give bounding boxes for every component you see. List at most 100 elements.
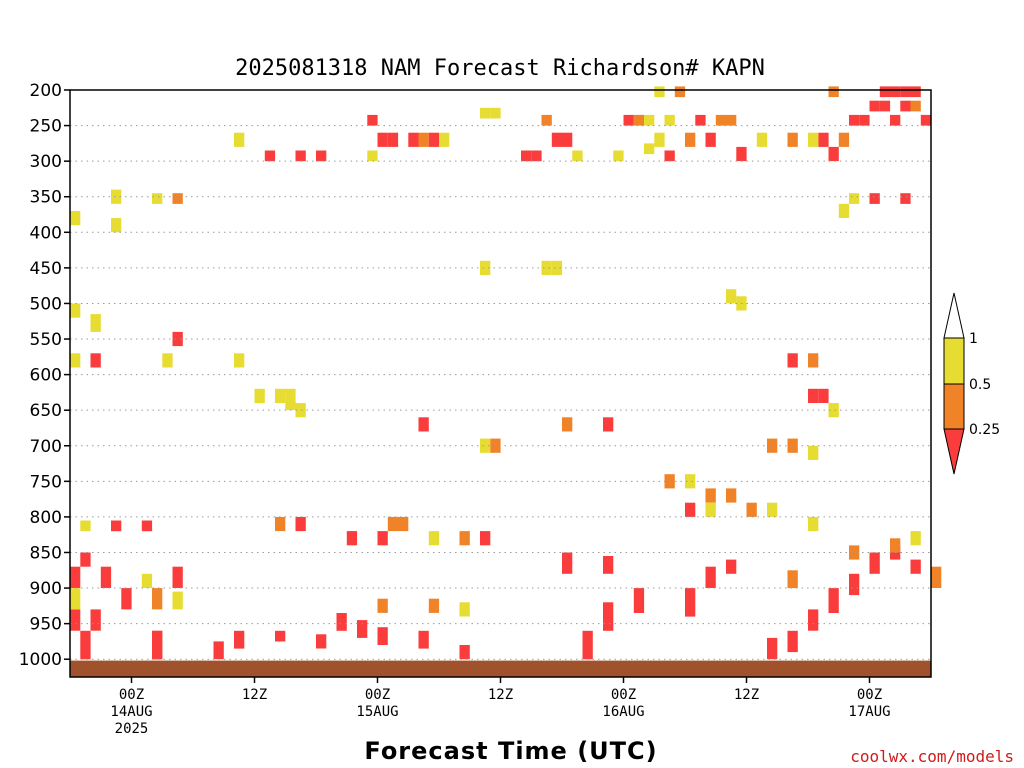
y-tick-label: 250 xyxy=(30,117,62,137)
x-tick-label: 00Z xyxy=(365,687,390,703)
y-tick-label: 700 xyxy=(30,437,62,457)
colorbar-label: 1 xyxy=(969,331,978,347)
ri-cell xyxy=(162,353,173,368)
ri-cell xyxy=(275,388,286,403)
y-tick-label: 350 xyxy=(30,188,62,208)
ri-cell xyxy=(849,573,860,596)
x-tick-label: 12Z xyxy=(242,687,267,703)
x-tick-label: 12Z xyxy=(734,687,759,703)
ri-cell xyxy=(172,591,183,610)
ri-cell xyxy=(152,588,163,610)
ri-cell xyxy=(377,598,388,613)
colorbar-label: 0.25 xyxy=(969,422,1000,438)
ri-cell xyxy=(685,588,696,617)
ri-cell xyxy=(70,211,81,226)
ri-cell xyxy=(767,438,778,453)
ri-cell xyxy=(428,598,440,613)
ri-cell xyxy=(295,150,306,162)
colorbar-top-triangle xyxy=(943,292,965,339)
colorbar-bin-yellow xyxy=(943,337,965,385)
x-axis-label: Forecast Time (UTC) xyxy=(364,737,657,765)
y-tick-label: 750 xyxy=(30,472,62,492)
x-tick-label: 12Z xyxy=(488,687,513,703)
ri-cell xyxy=(490,438,501,453)
ri-cell xyxy=(664,150,675,162)
ri-cell xyxy=(439,132,450,147)
ri-cell xyxy=(746,502,757,517)
ri-cell xyxy=(828,588,839,613)
ri-cell xyxy=(285,388,296,411)
ri-cell xyxy=(767,502,778,517)
ri-cell xyxy=(603,417,614,432)
ri-cell xyxy=(367,114,378,126)
ri-cell xyxy=(459,602,470,617)
ri-cell xyxy=(70,566,81,588)
ri-cell xyxy=(70,588,81,610)
x-tick-label: 15AUG xyxy=(356,704,398,720)
ri-cell xyxy=(80,552,91,567)
ri-cell xyxy=(633,114,645,126)
ri-cell xyxy=(387,516,399,532)
ri-cell xyxy=(910,86,921,98)
ri-cell xyxy=(264,150,276,162)
ri-cell xyxy=(890,538,901,553)
ri-cell xyxy=(121,588,132,610)
ri-cell xyxy=(869,552,880,574)
heatmap-cells xyxy=(70,86,942,660)
ri-cell xyxy=(705,502,716,517)
x-tick-label: 14AUG xyxy=(110,704,152,720)
y-tick-label: 200 xyxy=(30,81,62,101)
ri-cell xyxy=(910,100,921,112)
ri-cell xyxy=(346,531,358,546)
ri-cell xyxy=(808,132,819,147)
ri-cell xyxy=(172,193,183,204)
ri-cell xyxy=(111,218,122,233)
ri-cell xyxy=(80,630,91,660)
x-tick-label: 2025 xyxy=(115,721,149,737)
ri-cell xyxy=(80,520,91,532)
ri-cell xyxy=(623,114,634,126)
ri-cell xyxy=(213,641,224,660)
ri-cell xyxy=(674,86,686,98)
ri-cell xyxy=(654,86,665,98)
ri-cell xyxy=(920,114,932,126)
ri-cell xyxy=(603,556,614,574)
ri-cell xyxy=(808,353,819,368)
ri-cell xyxy=(295,516,306,532)
ri-cell xyxy=(541,260,552,275)
ri-cell xyxy=(234,630,245,649)
ri-cell xyxy=(838,203,850,218)
ri-cell xyxy=(931,566,942,588)
ri-cell xyxy=(828,146,839,162)
ri-cell xyxy=(695,114,706,126)
y-tick-label: 950 xyxy=(30,615,62,635)
ri-cell xyxy=(275,516,286,532)
ri-cell xyxy=(521,150,532,162)
ri-cell xyxy=(70,609,81,631)
ri-cell xyxy=(685,502,696,517)
ri-cell xyxy=(613,150,624,162)
ri-cell xyxy=(111,189,122,204)
ri-cell xyxy=(254,388,265,403)
ri-cell xyxy=(141,520,153,532)
ri-cell xyxy=(879,100,891,112)
ri-cell xyxy=(787,132,798,147)
ri-cell xyxy=(705,566,716,588)
ri-cell xyxy=(562,552,573,574)
ri-cell xyxy=(418,132,429,147)
ri-cell xyxy=(644,143,655,155)
ri-cell xyxy=(756,132,768,147)
ri-cell xyxy=(377,531,388,546)
ri-cell xyxy=(603,602,614,631)
colorbar-legend: 1 0.5 0.25 xyxy=(943,292,1000,475)
ri-cell xyxy=(808,609,819,631)
ri-cell xyxy=(531,150,542,162)
ri-cell xyxy=(787,630,798,653)
ri-cell xyxy=(316,634,327,649)
ri-cell xyxy=(705,488,716,503)
ri-cell xyxy=(890,114,901,126)
ri-cell xyxy=(408,132,419,147)
ri-cell xyxy=(357,620,368,638)
ri-cell xyxy=(685,132,696,147)
